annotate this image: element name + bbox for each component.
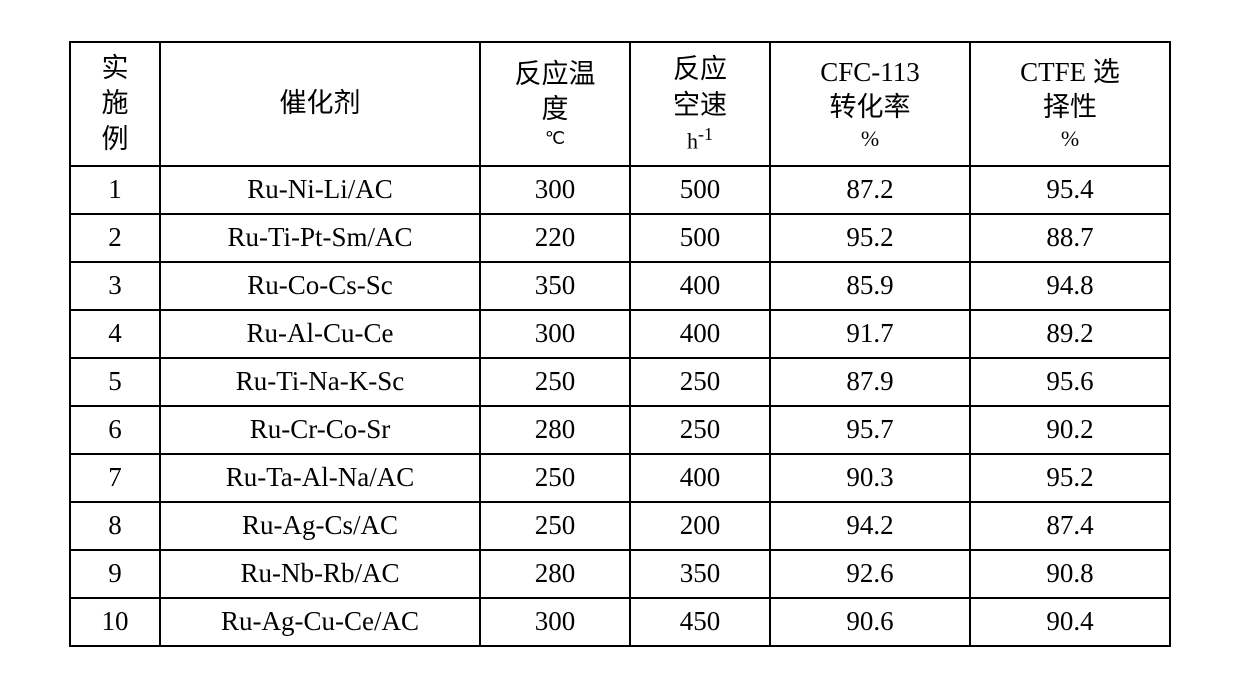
table-row: 3Ru-Co-Cs-Sc35040085.994.8 (70, 262, 1170, 310)
cell-selectivity: 94.8 (970, 262, 1170, 310)
cell-catalyst: Ru-Al-Cu-Ce (160, 310, 480, 358)
cell-conversion: 92.6 (770, 550, 970, 598)
cell-velocity: 250 (630, 406, 770, 454)
cell-temperature: 280 (480, 406, 630, 454)
header-catalyst-label: 催化剂 (280, 88, 361, 118)
header-catalyst: 催化剂 (160, 42, 480, 165)
cell-catalyst: Ru-Nb-Rb/AC (160, 550, 480, 598)
cell-temperature: 250 (480, 454, 630, 502)
header-example: 实 施 例 (70, 42, 160, 165)
table-row: 8Ru-Ag-Cs/AC25020094.287.4 (70, 502, 1170, 550)
cell-example: 2 (70, 214, 160, 262)
cell-selectivity: 88.7 (970, 214, 1170, 262)
header-temp-main2: 度 (493, 92, 617, 127)
cell-velocity: 500 (630, 214, 770, 262)
header-conversion-main: CFC-113 (783, 55, 957, 90)
table-row: 2Ru-Ti-Pt-Sm/AC22050095.288.7 (70, 214, 1170, 262)
header-selectivity-main: CTFE 选 (983, 55, 1157, 90)
table-container: 实 施 例 催化剂 反应温 度 ℃ 反应 空速 h-1 (49, 21, 1191, 666)
cell-selectivity: 95.2 (970, 454, 1170, 502)
cell-temperature: 280 (480, 550, 630, 598)
cell-velocity: 350 (630, 550, 770, 598)
cell-temperature: 250 (480, 358, 630, 406)
header-selectivity: CTFE 选 择性 % (970, 42, 1170, 165)
header-velocity-unit: h-1 (643, 123, 757, 156)
cell-selectivity: 90.8 (970, 550, 1170, 598)
cell-temperature: 300 (480, 598, 630, 646)
cell-catalyst: Ru-Ni-Li/AC (160, 166, 480, 214)
table-row: 1Ru-Ni-Li/AC30050087.295.4 (70, 166, 1170, 214)
header-conversion-unit: % (783, 125, 957, 154)
table-row: 4Ru-Al-Cu-Ce30040091.789.2 (70, 310, 1170, 358)
cell-conversion: 94.2 (770, 502, 970, 550)
cell-conversion: 90.6 (770, 598, 970, 646)
header-temp-unit: ℃ (493, 127, 617, 150)
header-row: 实 施 例 催化剂 反应温 度 ℃ 反应 空速 h-1 (70, 42, 1170, 165)
cell-catalyst: Ru-Ag-Cs/AC (160, 502, 480, 550)
header-selectivity-main2: 择性 (983, 90, 1157, 125)
cell-example: 6 (70, 406, 160, 454)
table-row: 5Ru-Ti-Na-K-Sc25025087.995.6 (70, 358, 1170, 406)
header-velocity-main: 反应 (643, 52, 757, 87)
cell-velocity: 200 (630, 502, 770, 550)
cell-temperature: 220 (480, 214, 630, 262)
table-row: 10Ru-Ag-Cu-Ce/AC30045090.690.4 (70, 598, 1170, 646)
cell-conversion: 90.3 (770, 454, 970, 502)
cell-conversion: 87.2 (770, 166, 970, 214)
cell-selectivity: 89.2 (970, 310, 1170, 358)
cell-temperature: 250 (480, 502, 630, 550)
table-header: 实 施 例 催化剂 反应温 度 ℃ 反应 空速 h-1 (70, 42, 1170, 165)
cell-example: 10 (70, 598, 160, 646)
header-temp-main: 反应温 (493, 57, 617, 92)
cell-example: 4 (70, 310, 160, 358)
cell-temperature: 300 (480, 310, 630, 358)
cell-selectivity: 90.2 (970, 406, 1170, 454)
cell-selectivity: 95.4 (970, 166, 1170, 214)
table-body: 1Ru-Ni-Li/AC30050087.295.42Ru-Ti-Pt-Sm/A… (70, 166, 1170, 646)
cell-velocity: 500 (630, 166, 770, 214)
cell-catalyst: Ru-Cr-Co-Sr (160, 406, 480, 454)
cell-conversion: 95.2 (770, 214, 970, 262)
cell-catalyst: Ru-Co-Cs-Sc (160, 262, 480, 310)
cell-velocity: 450 (630, 598, 770, 646)
catalyst-data-table: 实 施 例 催化剂 反应温 度 ℃ 反应 空速 h-1 (69, 41, 1171, 646)
cell-catalyst: Ru-Ta-Al-Na/AC (160, 454, 480, 502)
header-velocity-main2: 空速 (643, 88, 757, 123)
table-row: 7Ru-Ta-Al-Na/AC25040090.395.2 (70, 454, 1170, 502)
cell-example: 7 (70, 454, 160, 502)
header-temperature: 反应温 度 ℃ (480, 42, 630, 165)
cell-selectivity: 90.4 (970, 598, 1170, 646)
header-example-line1: 实 (83, 51, 147, 86)
cell-conversion: 91.7 (770, 310, 970, 358)
cell-catalyst: Ru-Ti-Pt-Sm/AC (160, 214, 480, 262)
cell-velocity: 400 (630, 262, 770, 310)
table-row: 9Ru-Nb-Rb/AC28035092.690.8 (70, 550, 1170, 598)
cell-selectivity: 87.4 (970, 502, 1170, 550)
cell-temperature: 350 (480, 262, 630, 310)
cell-example: 8 (70, 502, 160, 550)
cell-example: 1 (70, 166, 160, 214)
header-example-line2: 施 (83, 86, 147, 121)
cell-velocity: 400 (630, 310, 770, 358)
cell-example: 5 (70, 358, 160, 406)
cell-catalyst: Ru-Ag-Cu-Ce/AC (160, 598, 480, 646)
cell-example: 9 (70, 550, 160, 598)
header-velocity: 反应 空速 h-1 (630, 42, 770, 165)
cell-conversion: 85.9 (770, 262, 970, 310)
header-selectivity-unit: % (983, 125, 1157, 154)
header-conversion-main2: 转化率 (783, 90, 957, 125)
cell-selectivity: 95.6 (970, 358, 1170, 406)
cell-conversion: 87.9 (770, 358, 970, 406)
cell-temperature: 300 (480, 166, 630, 214)
header-example-line3: 例 (83, 122, 147, 157)
cell-velocity: 400 (630, 454, 770, 502)
cell-catalyst: Ru-Ti-Na-K-Sc (160, 358, 480, 406)
header-conversion: CFC-113 转化率 % (770, 42, 970, 165)
cell-conversion: 95.7 (770, 406, 970, 454)
cell-velocity: 250 (630, 358, 770, 406)
table-row: 6Ru-Cr-Co-Sr28025095.790.2 (70, 406, 1170, 454)
cell-example: 3 (70, 262, 160, 310)
